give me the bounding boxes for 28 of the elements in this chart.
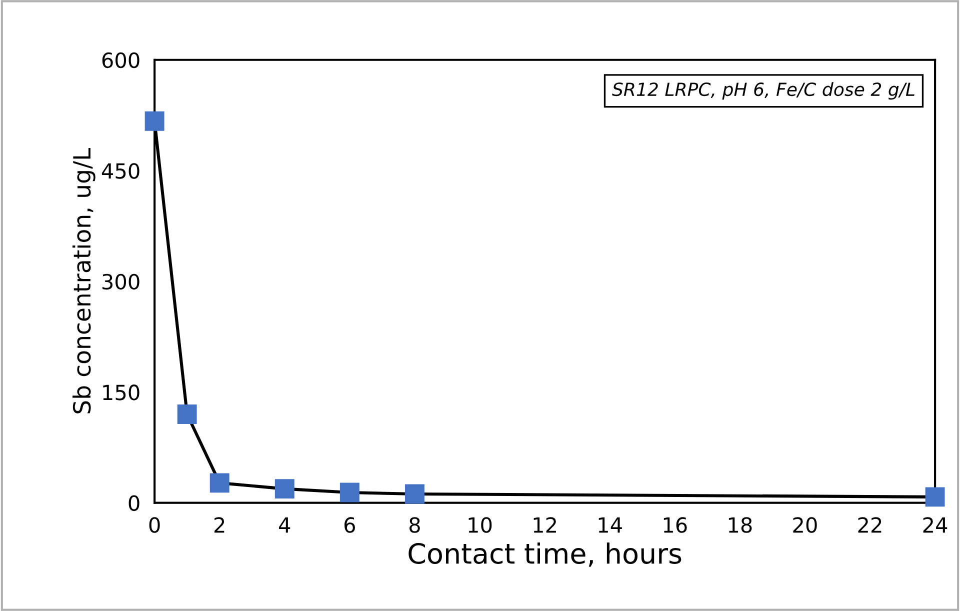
x-axis-title: Contact time, hours: [408, 542, 682, 567]
x-tick-label: 16: [664, 517, 687, 533]
y-tick-label: 450: [102, 163, 140, 179]
x-tick-label: 8: [410, 517, 420, 533]
point: [925, 487, 945, 507]
point: [340, 482, 360, 502]
annotation: SR12 LRPC, pH 6, Fe/C dose 2 g/L: [612, 82, 914, 100]
y-tick-label: 300: [102, 274, 140, 290]
x-tick-label: 12: [534, 517, 556, 533]
x-tick-label: 0: [149, 517, 160, 533]
point: [210, 473, 230, 493]
x-tick-label: 2: [214, 517, 224, 533]
y-tick-label: 0: [128, 495, 140, 512]
point: [177, 404, 197, 424]
y-axis-title: Sb concentration, ug/L: [72, 148, 96, 414]
x-tick-label: 22: [858, 517, 882, 533]
y-tick-label: 600: [102, 52, 140, 68]
x-tick-label: 10: [468, 517, 492, 533]
point: [274, 479, 294, 499]
x-tick-label: 4: [279, 517, 290, 533]
x-tick-label: 18: [728, 517, 752, 533]
x-tick-label: 20: [793, 517, 817, 533]
point: [144, 111, 164, 131]
x-tick-label: 14: [598, 517, 622, 533]
y-tick-label: 150: [103, 384, 140, 400]
x-tick-label: 6: [344, 517, 355, 533]
x-tick-label: 24: [923, 517, 948, 533]
point: [404, 484, 424, 504]
